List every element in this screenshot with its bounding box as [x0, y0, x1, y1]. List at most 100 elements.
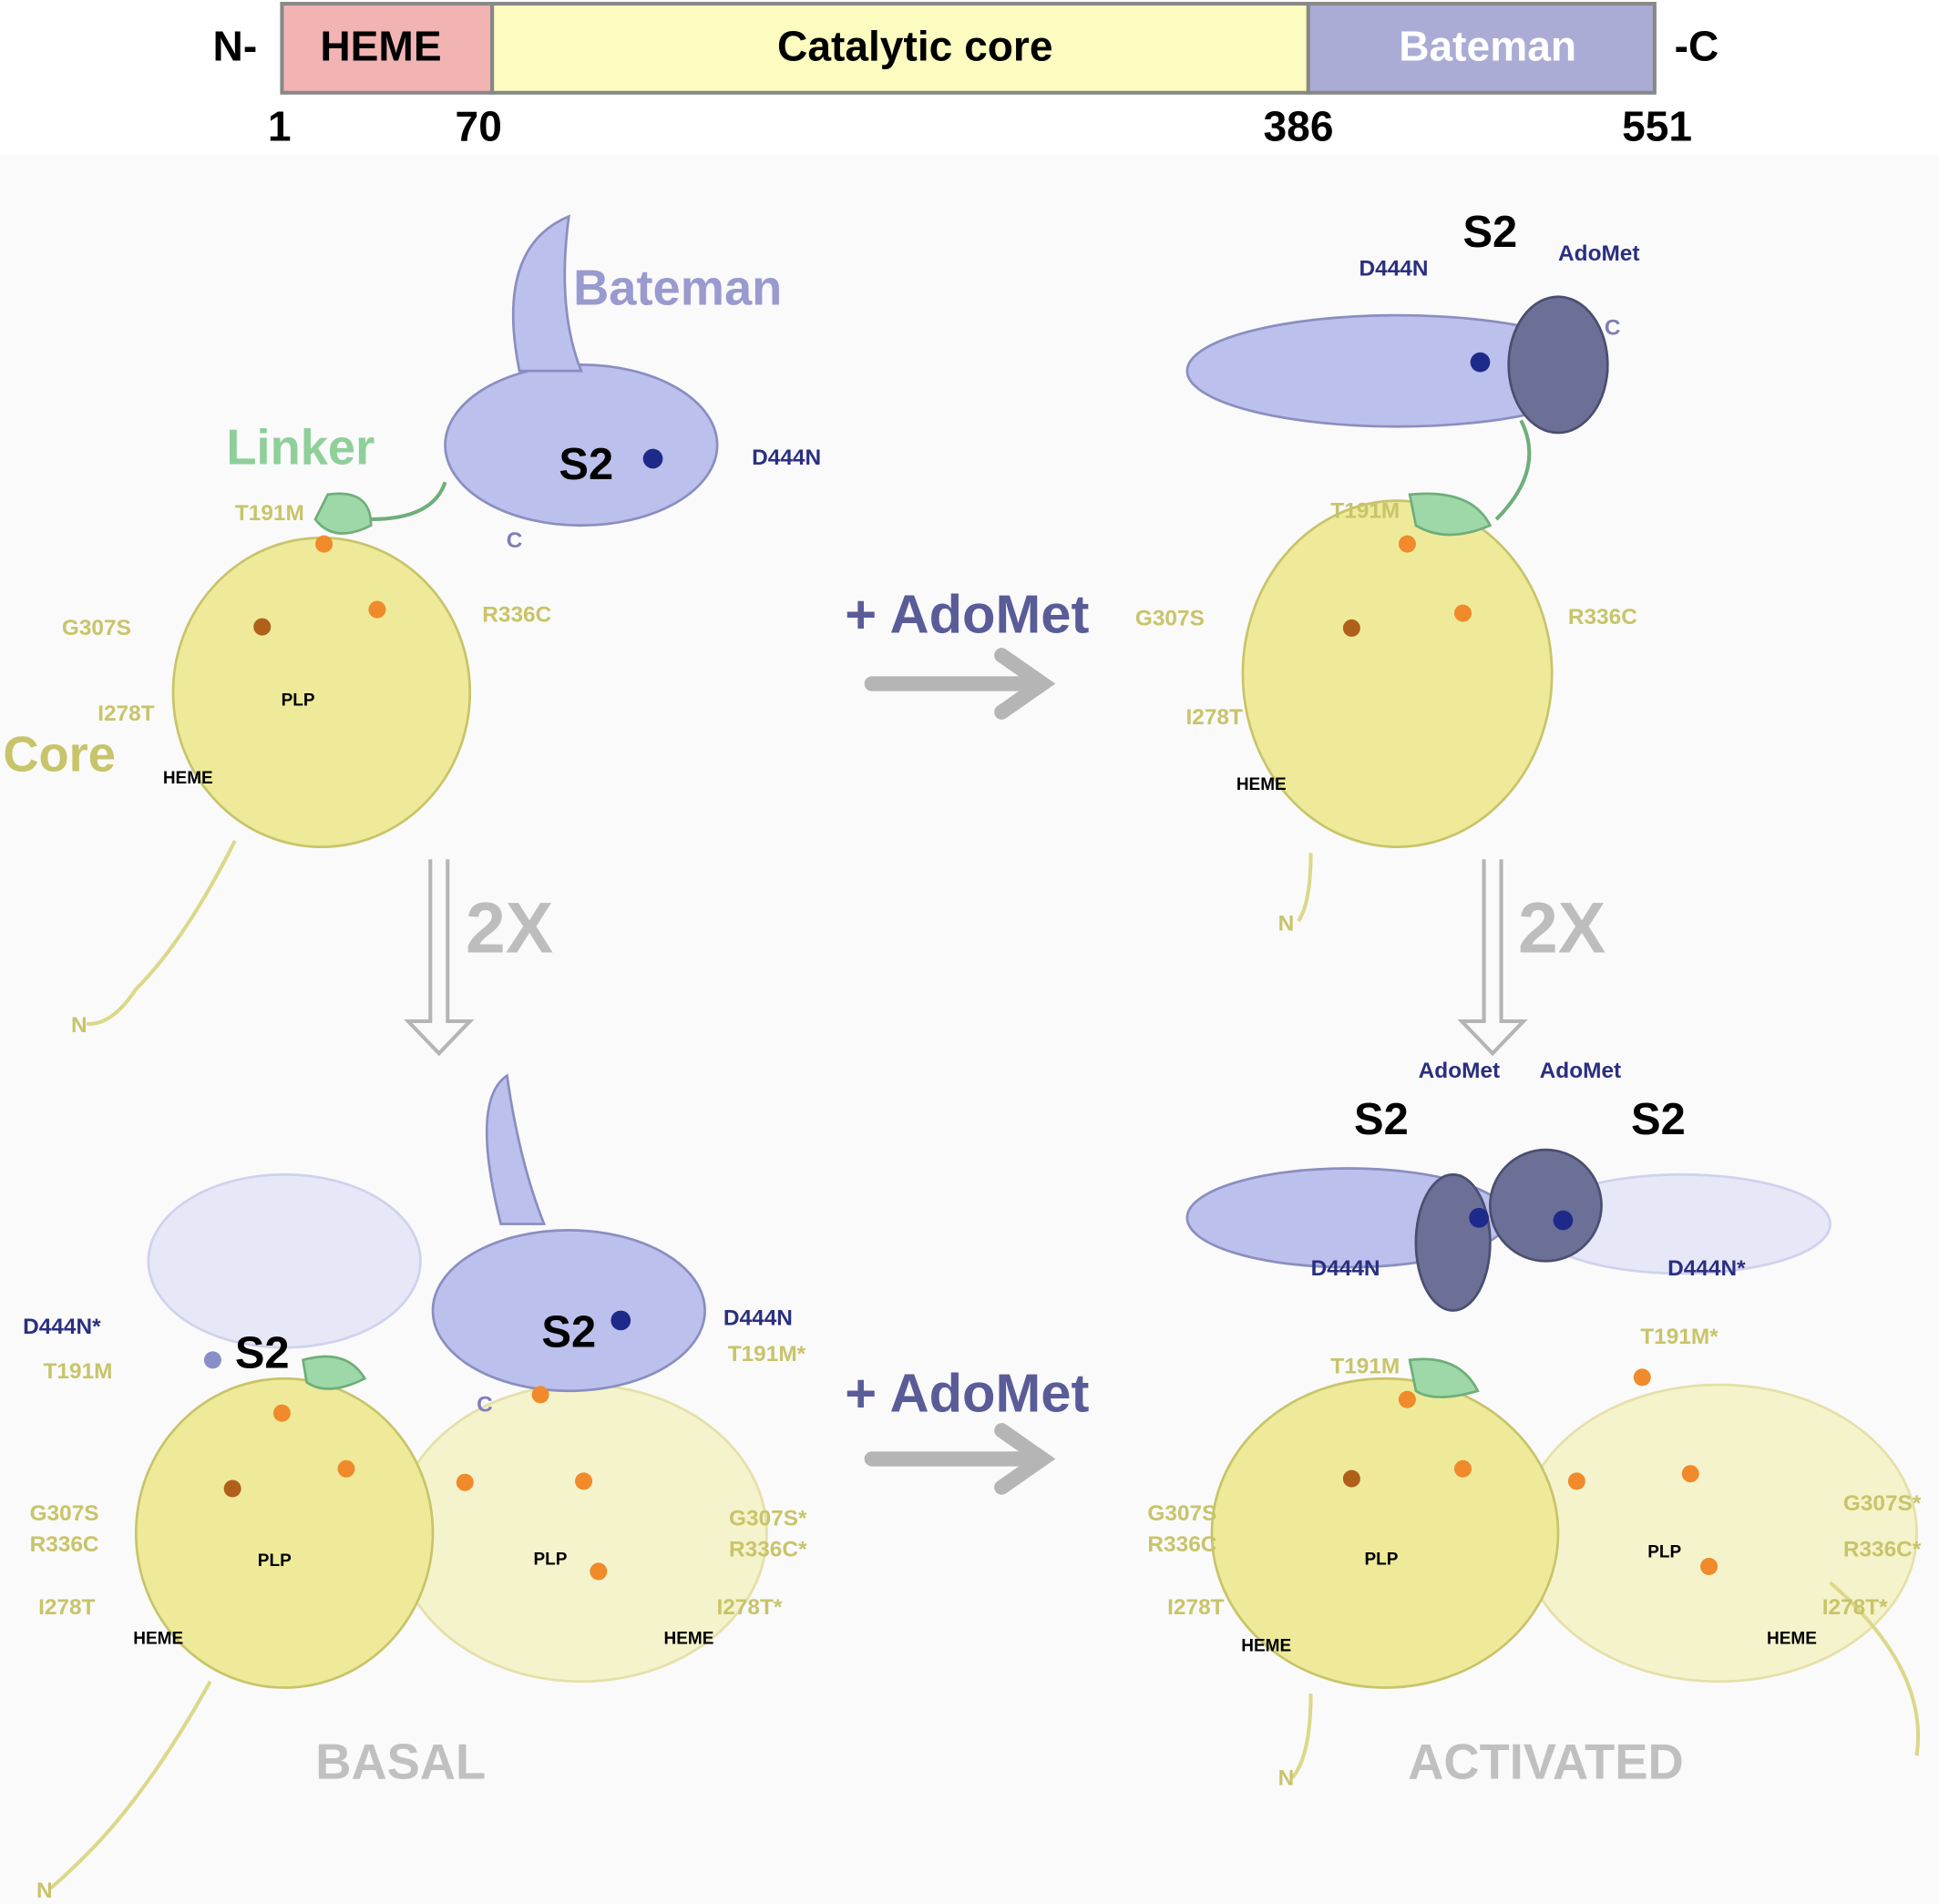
structure-label: HEME — [1236, 775, 1287, 794]
transition-label: + AdoMet — [845, 583, 1089, 644]
structure-label: T191M — [1330, 1354, 1400, 1378]
structure-label: HEME — [133, 1630, 183, 1649]
domain-map — [280, 2, 1657, 95]
residue-number: 1 — [268, 103, 292, 150]
structure-dimer-activated-part — [1408, 1357, 1480, 1398]
structure-dimer-activated-part — [1567, 1472, 1585, 1490]
structure-label: C — [477, 1393, 493, 1418]
structure-monomer-activated-part — [1408, 492, 1493, 537]
structure-label: Core — [3, 726, 116, 782]
structure-dimer-basal-part — [147, 1172, 422, 1349]
structure-monomer-activated-part — [1494, 419, 1532, 521]
c-terminus: -C — [1675, 22, 1719, 69]
structure-dimer-basal-part — [203, 1351, 221, 1369]
structure-label: R336C — [30, 1532, 99, 1557]
structure-dimer-activated-part — [1414, 1172, 1492, 1312]
domain-map-part — [1306, 2, 1657, 95]
structure-label: D444N — [752, 445, 821, 470]
structure-monomer-basal-part — [86, 839, 237, 1026]
structure-label: S2 — [1354, 1095, 1409, 1144]
structure-monomer-activated-part — [1342, 619, 1360, 637]
structure-monomer-activated — [1185, 295, 1609, 923]
residue-number: 70 — [456, 103, 502, 150]
domain-label: HEME — [320, 22, 441, 69]
structure-label: D444N — [723, 1306, 793, 1331]
structure-label: C — [507, 528, 523, 553]
structure-dimer-basal-part — [485, 1073, 547, 1225]
structure-label: D444N — [1359, 256, 1429, 281]
structure-dimer-basal-part — [575, 1472, 593, 1490]
structure-label: S2 — [235, 1329, 290, 1378]
structure-label: I278T — [38, 1595, 96, 1620]
structure-monomer-basal-part — [368, 600, 386, 619]
structure-label: HEME — [1241, 1637, 1291, 1656]
structure-dimer-basal-part — [223, 1479, 241, 1498]
transition-arrows — [404, 648, 1528, 1495]
structure-label: G307S — [30, 1501, 99, 1526]
structure-monomer-activated-part — [1398, 535, 1416, 553]
structure-dimer-activated-part — [1398, 1390, 1416, 1408]
structure-label: N — [71, 1013, 87, 1038]
structure-label: I278T — [97, 701, 155, 726]
structure-label: R336C* — [729, 1537, 807, 1561]
structure-label: G307S* — [1843, 1491, 1922, 1516]
structure-monomer-basal — [86, 214, 719, 1026]
structure-label: Linker — [226, 420, 374, 476]
structure-label: G307S — [1135, 606, 1205, 630]
structure-monomer-basal-part — [444, 363, 719, 527]
structure-label: R336C — [1568, 605, 1637, 630]
structure-label: S2 — [1462, 208, 1517, 257]
structure-dimer-basal-part — [48, 1680, 212, 1891]
structure-dimer-activated-part — [1210, 1377, 1560, 1689]
domain-map-part — [490, 2, 1310, 95]
structure-monomer-activated-part — [1297, 853, 1313, 923]
structure-label: HEME — [163, 769, 213, 788]
structure-label: AdoMet — [1540, 1059, 1621, 1083]
structure-dimer-activated-part — [1469, 1207, 1489, 1228]
dimer-label: 2X — [466, 887, 553, 967]
structure-dimer-basal-part — [301, 1355, 367, 1390]
structure-dimer-activated-part — [1829, 1581, 1921, 1756]
structure-label: PLP — [258, 1551, 292, 1571]
structure-label: N — [36, 1878, 53, 1903]
structure-label: T191M* — [1640, 1325, 1718, 1349]
structure-label: PLP — [1647, 1543, 1681, 1562]
structure-label: I278T — [1186, 705, 1244, 730]
structure-dimer-activated-part — [1700, 1558, 1718, 1575]
structure-dimer-activated-part — [1290, 1694, 1313, 1779]
structure-label: PLP — [533, 1551, 567, 1570]
structure-monomer-basal-part — [171, 537, 472, 848]
structure-label: R336C — [482, 602, 551, 627]
structure-label: G307S — [1147, 1501, 1216, 1526]
structure-label: D444N — [1311, 1256, 1380, 1281]
structure-label: T191M* — [728, 1342, 806, 1367]
structure-label: S2 — [1631, 1095, 1686, 1144]
domain-label: Catalytic core — [777, 22, 1053, 69]
structure-dimer-activated — [1185, 1148, 1921, 1779]
state-label: BASAL — [315, 1734, 486, 1789]
structure-label: T191M — [1330, 498, 1400, 523]
structure-label: I278T* — [716, 1595, 782, 1620]
structure-dimer-basal-part — [590, 1562, 608, 1581]
structure-monomer-basal-part — [511, 214, 583, 373]
transition-arrows-part — [864, 1423, 1056, 1495]
structure-dimer-basal-part — [531, 1386, 549, 1404]
structure-monomer-basal-part — [315, 535, 333, 553]
structure-label: HEME — [1767, 1630, 1817, 1649]
structure-label: G307S* — [729, 1506, 807, 1530]
structure-dimer-activated-part — [1681, 1465, 1699, 1483]
structure-label: AdoMet — [1558, 241, 1639, 266]
structure-dimer-basal — [48, 1073, 768, 1891]
structure-dimer-basal-part — [610, 1310, 631, 1331]
structure-label: PLP — [1364, 1551, 1398, 1570]
domain-map-part — [280, 2, 495, 95]
structure-monomer-basal-part — [253, 618, 272, 636]
structure-label: HEME — [663, 1630, 713, 1649]
structure-label: T191M — [44, 1359, 113, 1384]
structure-label: S2 — [559, 440, 613, 489]
residue-number: 551 — [1622, 103, 1692, 150]
residue-number: 386 — [1264, 103, 1334, 150]
structure-label: G307S — [62, 616, 131, 640]
n-terminus: N- — [213, 22, 258, 69]
